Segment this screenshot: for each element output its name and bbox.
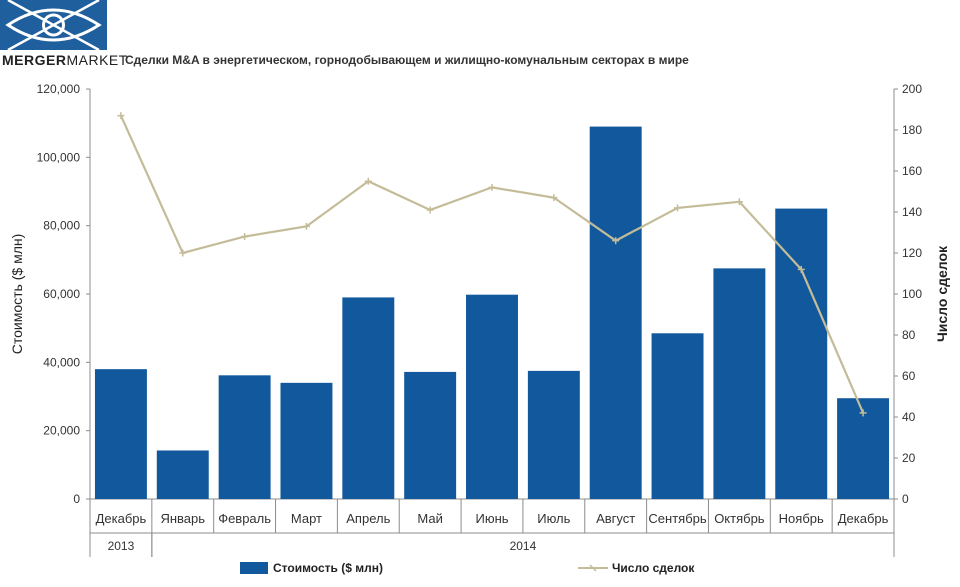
bar [280, 382, 333, 499]
y-tick-label: 80,000 [43, 219, 80, 233]
eye-logo-icon [5, 0, 102, 52]
y2-tick-label: 140 [902, 205, 922, 219]
bar [342, 297, 395, 499]
legend-swatch-bars [240, 562, 268, 574]
y2-tick-label: 180 [902, 123, 922, 137]
y-tick-label: 20,000 [43, 424, 80, 438]
x-tick-label: Октябрь [714, 511, 765, 526]
bar [775, 208, 828, 500]
year-group-label: 2014 [510, 539, 537, 553]
y-tick-label: 120,000 [37, 82, 81, 96]
bar [713, 268, 766, 499]
y2-tick-label: 0 [902, 492, 909, 506]
x-tick-label: Декабрь [96, 511, 147, 526]
x-tick-label: Сентябрь [648, 511, 706, 526]
y-tick-label: 40,000 [43, 355, 80, 369]
legend-label-line: Число сделок [612, 561, 695, 575]
y-tick-label: 0 [73, 492, 80, 506]
y2-tick-label: 60 [902, 369, 916, 383]
y2-tick-label: 100 [902, 287, 922, 301]
bar [589, 126, 642, 499]
legend-label-bars: Стоимость ($ млн) [273, 561, 383, 575]
y2-tick-label: 200 [902, 82, 922, 96]
y-tick-label: 60,000 [43, 287, 80, 301]
x-tick-label: Июль [537, 511, 570, 526]
bar [218, 375, 271, 499]
x-tick-label: Февраль [218, 511, 271, 526]
bar [156, 450, 209, 499]
y2-tick-label: 160 [902, 164, 922, 178]
x-tick-label: Апрель [346, 511, 390, 526]
y-tick-label: 100,000 [37, 150, 81, 164]
brand-name-part2: MARKET [66, 52, 128, 68]
x-tick-label: Май [417, 511, 442, 526]
bar [466, 294, 518, 499]
y2-tick-label: 120 [902, 246, 922, 260]
x-tick-label: Июнь [475, 511, 508, 526]
y2-tick-label: 80 [902, 328, 916, 342]
brand-name: MERGERMARKET [2, 52, 128, 68]
y2-tick-label: 20 [902, 451, 916, 465]
brand-name-part1: MERGER [2, 52, 67, 68]
y2-axis-label: Число сделок [934, 245, 950, 342]
chart-title: Сделки M&A в энергетическом, горнодобыва… [125, 53, 689, 67]
y-axis-label: Стоимость ($ млн) [9, 234, 25, 355]
year-group-label: 2013 [108, 539, 135, 553]
bar [527, 370, 580, 499]
bar [651, 333, 704, 499]
x-tick-label: Март [291, 511, 322, 526]
mergermarket-logo [0, 0, 107, 52]
y2-tick-label: 40 [902, 410, 916, 424]
x-tick-label: Ноябрь [779, 511, 824, 526]
x-tick-label: Январь [160, 511, 205, 526]
x-tick-label: Декабрь [838, 511, 889, 526]
legend-swatch-marker [589, 564, 597, 572]
bar [94, 369, 147, 499]
bar [404, 371, 457, 499]
x-tick-label: Август [596, 511, 635, 526]
